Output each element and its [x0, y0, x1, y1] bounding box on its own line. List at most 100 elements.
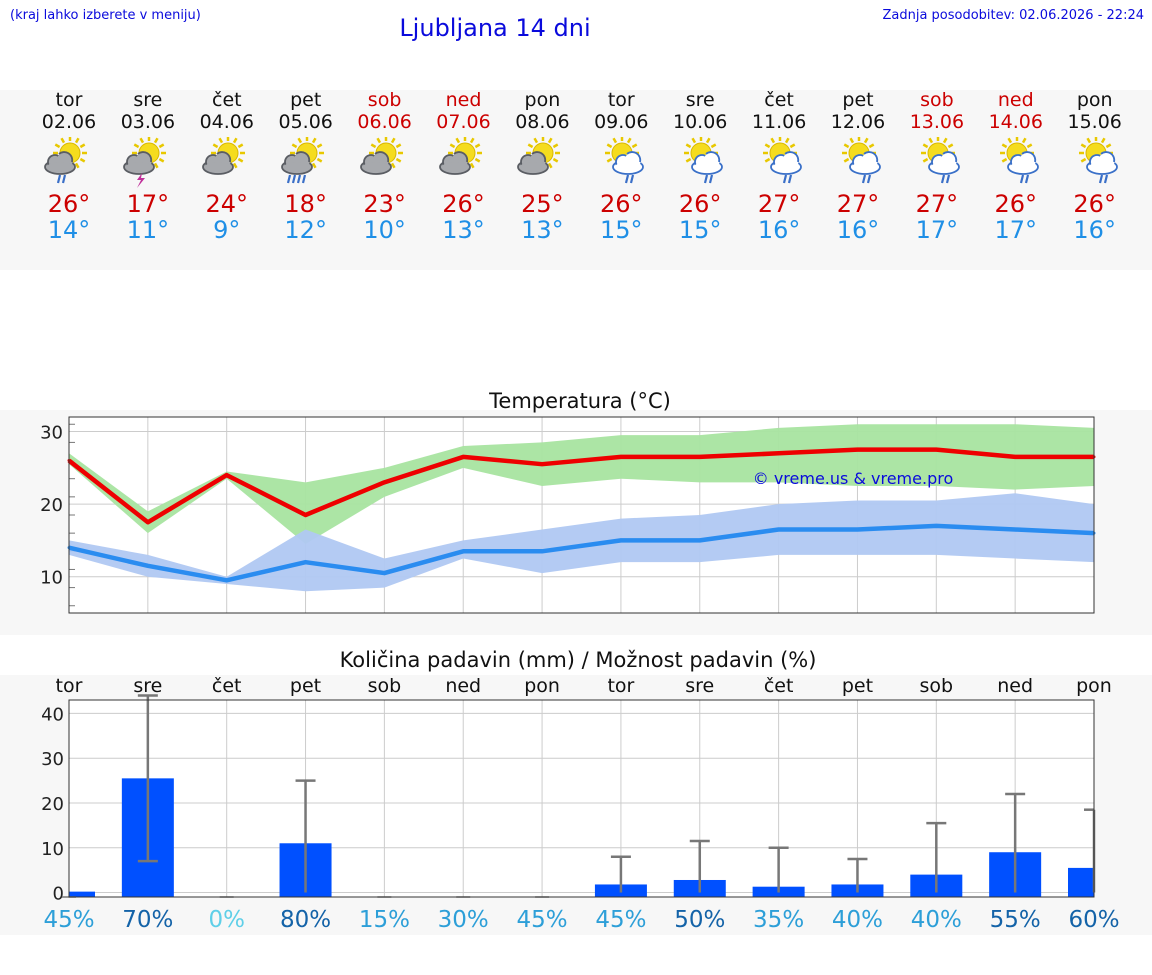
rain-drop-icon — [630, 174, 635, 184]
weather-icon — [763, 137, 802, 184]
weather-icon — [517, 137, 561, 175]
forecast-day: čet 04.06 24° 9° — [188, 89, 266, 243]
min-temp-point — [855, 528, 859, 532]
rain-drop-icon — [866, 174, 872, 184]
cloud-icon — [1006, 151, 1039, 175]
probability-label: 60% — [1068, 907, 1119, 933]
lightning-icon — [136, 173, 145, 188]
max-temp-point — [777, 451, 781, 455]
forecast-day: sre 10.06 26° 15° — [661, 89, 739, 243]
cloud-icon — [849, 151, 881, 175]
forecast-day: pon 15.06 26° 16° — [1056, 89, 1134, 243]
probability-label: 0% — [208, 907, 245, 933]
temp-min: 15° — [600, 216, 643, 244]
x-category-label: čet — [212, 675, 242, 697]
temp-min: 13° — [521, 216, 564, 244]
day-date: 09.06 — [594, 111, 649, 133]
forecast-day: pon 08.06 25° 13° — [503, 89, 581, 243]
min-temp-point — [1013, 528, 1017, 532]
location-hint[interactable]: (kraj lahko izberete v meniju) — [10, 8, 201, 23]
min-temp-line — [68, 523, 1095, 583]
x-category-label: čet — [764, 675, 794, 697]
probability-label: 45% — [595, 907, 646, 933]
probability-label: 50% — [674, 907, 725, 933]
probability-label: 80% — [280, 907, 331, 933]
temp-max: 26° — [47, 190, 91, 218]
precipitation-chart: Količina padavin (mm) / Možnost padavin … — [41, 648, 1119, 933]
min-temp-point — [146, 564, 150, 568]
weather-icon — [920, 137, 960, 184]
cloud-icon — [770, 151, 802, 175]
rain-drop-icon — [296, 174, 301, 184]
y-tick-label: 10 — [41, 839, 64, 860]
forecast-day: sob 13.06 27° 17° — [898, 89, 976, 243]
temperature-plot-frame — [68, 416, 1095, 614]
day-date: 13.06 — [909, 111, 965, 133]
rain-drop-icon — [61, 174, 67, 184]
cloud-icon — [122, 151, 155, 175]
day-name: pon — [1076, 89, 1113, 111]
max-temp-point — [1013, 455, 1017, 459]
precipitation-bar — [1068, 867, 1094, 897]
temp-min: 16° — [1073, 216, 1116, 244]
forecast-day: tor 09.06 26° 15° — [582, 89, 660, 243]
x-category-label: ned — [445, 675, 481, 697]
max-temp-point — [225, 473, 229, 477]
y-tick-label: 40 — [41, 704, 64, 725]
min-temp-point — [934, 524, 938, 528]
max-temp-point — [698, 455, 702, 459]
probability-label: 15% — [359, 907, 410, 933]
temp-min: 14° — [47, 216, 91, 244]
forecast-day: ned 07.06 26° 13° — [425, 89, 503, 243]
day-date: 04.06 — [199, 111, 254, 133]
temp-max: 26° — [678, 190, 722, 218]
max-temp-range-band — [69, 424, 1094, 545]
y-tick-label: 30 — [41, 749, 64, 770]
max-temp-point — [382, 480, 386, 484]
min-temp-point — [619, 538, 623, 542]
min-temp-point — [225, 578, 229, 582]
day-name: tor — [607, 89, 635, 111]
day-name: ned — [445, 89, 482, 111]
rain-drop-icon — [788, 174, 793, 184]
temperature-chart: Temperatura (°C) 10 20 30 © vreme.us & vrem… — [40, 389, 1096, 614]
rain-drop-icon — [709, 174, 714, 184]
probability-label: 40% — [832, 907, 883, 933]
forecast-day: sob 06.06 23° 10° — [346, 89, 424, 243]
day-date: 03.06 — [120, 111, 176, 133]
temp-min: 15° — [678, 216, 722, 244]
rain-drop-icon — [704, 174, 709, 184]
temp-max: 27° — [915, 190, 959, 218]
temp-min: 11° — [126, 216, 170, 244]
cloud-icon — [359, 151, 392, 175]
cloud-icon — [691, 151, 724, 175]
day-date: 15.06 — [1067, 111, 1122, 133]
rain-drop-icon — [1019, 174, 1024, 184]
temp-max: 25° — [521, 190, 564, 218]
min-temp-point — [540, 549, 544, 553]
weather-icon — [1078, 137, 1118, 184]
min-temp-point — [382, 571, 386, 575]
temp-max: 26° — [442, 190, 485, 218]
temp-max: 26° — [994, 190, 1038, 218]
weather-icon — [999, 137, 1039, 184]
weather-icon — [438, 137, 482, 175]
precipitation-plot-frame — [68, 699, 1095, 898]
cloud-icon — [44, 151, 76, 175]
temp-min: 16° — [757, 216, 801, 244]
probability-label: 40% — [911, 907, 962, 933]
forecast-day: pet 05.06 18° 12° — [267, 89, 345, 243]
day-name: pon — [524, 89, 561, 111]
day-date: 11.06 — [751, 111, 807, 133]
rain-drop-icon — [1024, 174, 1029, 184]
rain-drop-icon — [286, 174, 291, 184]
page-title: Ljubljana 14 dni — [399, 14, 591, 42]
cloud-icon — [1085, 151, 1118, 175]
cloud-icon — [927, 151, 960, 175]
rain-drop-icon — [1103, 174, 1108, 184]
y-tick-label: 20 — [41, 794, 64, 815]
y-tick-label: 20 — [40, 495, 63, 516]
temp-max: 17° — [126, 190, 170, 218]
forecast-day: pet 12.06 27° 16° — [819, 89, 897, 243]
probability-label: 35% — [753, 907, 804, 933]
